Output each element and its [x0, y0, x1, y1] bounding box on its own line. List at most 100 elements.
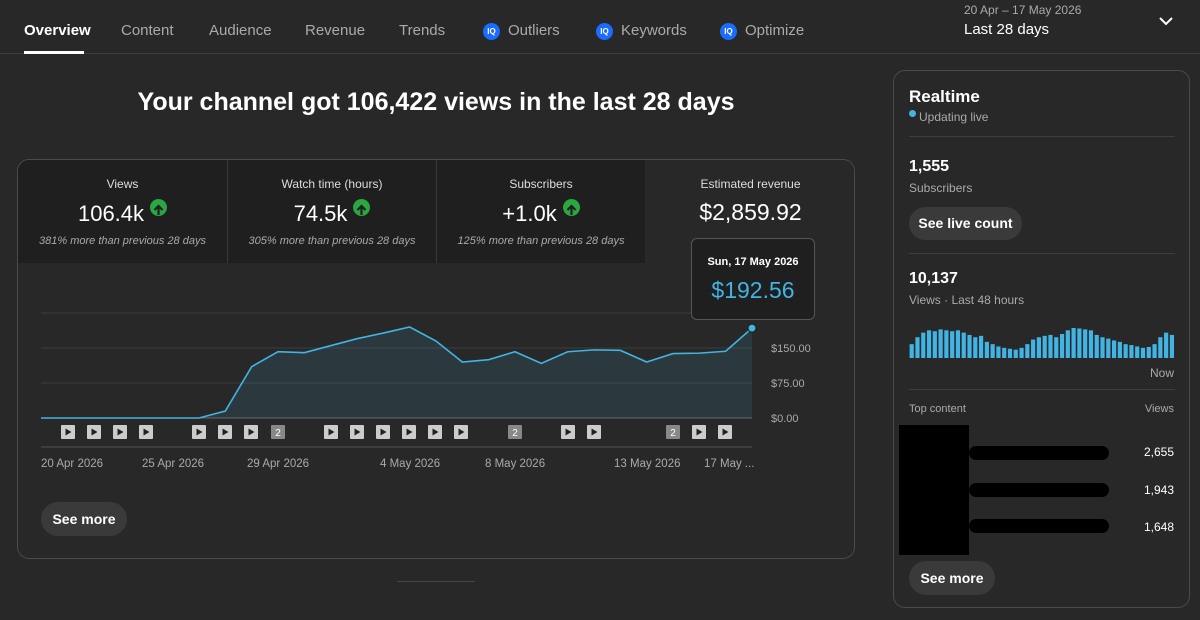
realtime-views-chart[interactable] — [909, 313, 1175, 373]
realtime-bar — [1031, 339, 1036, 358]
tab-keywords-label: Keywords — [621, 22, 687, 39]
realtime-bar — [1088, 330, 1094, 358]
live-dot-icon — [909, 110, 916, 117]
realtime-bar — [1106, 338, 1111, 358]
date-range-label: Last 28 days — [964, 21, 1050, 38]
trend-up-icon — [353, 199, 371, 216]
realtime-bar — [961, 332, 966, 358]
realtime-bar — [1111, 340, 1117, 358]
chevron-down-icon[interactable] — [1157, 12, 1175, 30]
metric-subscribers[interactable]: Subscribers +1.0k 125% more than previou… — [437, 160, 645, 263]
tab-content[interactable]: Content — [121, 22, 174, 39]
realtime-bar — [1054, 337, 1059, 358]
top-content-thumbnails — [899, 425, 969, 555]
tab-outliers[interactable]: IQ Outliers — [483, 22, 560, 40]
active-tab-indicator — [24, 51, 84, 54]
realtime-card: Realtime Updating live 1,555 Subscribers… — [893, 70, 1190, 608]
metric-label: Watch time (hours) — [281, 177, 383, 191]
see-live-count-button[interactable]: See live count — [909, 207, 1022, 240]
x-tick-label: 13 May 2026 — [614, 458, 681, 470]
metric-value: 106.4k — [77, 201, 145, 226]
tab-revenue[interactable]: Revenue — [305, 22, 366, 39]
revenue-chart[interactable]: $0.00 $75.00 $150.00 2 2 2 20 Apr 2026 25 Apr 2… — [18, 263, 855, 559]
marker-count: 2 — [670, 428, 676, 439]
metric-views[interactable]: Views 106.4k 381% more than previous 28 … — [18, 160, 227, 263]
realtime-bar — [926, 330, 932, 358]
realtime-title: Realtime — [909, 87, 980, 106]
x-tick-label: 20 Apr 2026 — [41, 458, 103, 470]
x-tick-label: 8 May 2026 — [485, 458, 545, 470]
realtime-bar — [921, 332, 926, 358]
metric-comparison: 305% more than previous 28 days — [248, 235, 416, 247]
divider — [909, 136, 1175, 137]
metric-value: +1.0k — [502, 201, 557, 226]
vidiq-icon: IQ — [483, 23, 500, 40]
tab-optimize-label: Optimize — [745, 22, 805, 39]
video-group-marker — [508, 425, 522, 439]
marker-count: 2 — [512, 428, 518, 439]
realtime-bar — [1059, 334, 1065, 358]
date-range-picker[interactable]: 20 Apr – 17 May 2026 Last 28 days — [964, 3, 1081, 38]
chart-tooltip: Sun, 17 May 2026 $192.56 — [691, 238, 815, 320]
realtime-bar — [944, 330, 949, 358]
x-tick-label: 25 Apr 2026 — [142, 458, 204, 470]
metric-label: Views — [106, 177, 139, 191]
metric-watch-time[interactable]: Watch time (hours) 74.5k 305% more than … — [228, 160, 436, 263]
tab-trends[interactable]: Trends — [399, 22, 446, 39]
tab-outliers-label: Outliers — [508, 22, 560, 39]
vidiq-icon: IQ — [720, 23, 737, 40]
play-icon — [354, 428, 361, 436]
divider — [909, 253, 1175, 254]
realtime-bar — [915, 337, 920, 358]
play-icon — [65, 428, 72, 436]
play-icon — [432, 428, 439, 436]
realtime-bar — [1036, 337, 1041, 358]
play-icon — [696, 428, 703, 436]
realtime-bar — [932, 331, 937, 358]
realtime-bar — [1042, 335, 1047, 358]
realtime-see-more-button[interactable]: See more — [909, 561, 995, 595]
tab-keywords[interactable]: IQ Keywords — [596, 22, 687, 40]
play-icon — [117, 428, 124, 436]
tooltip-value: $192.56 — [711, 277, 795, 303]
see-more-button[interactable]: See more — [41, 502, 127, 536]
tab-overview[interactable]: Overview — [24, 22, 91, 39]
realtime-bar — [1123, 344, 1128, 358]
metric-label: Subscribers — [509, 177, 573, 191]
metric-value: $2,859.92 — [699, 199, 802, 225]
realtime-bar — [1048, 334, 1053, 358]
realtime-bar — [1117, 341, 1122, 358]
realtime-bar — [1135, 346, 1140, 358]
metric-label: Estimated revenue — [700, 177, 801, 191]
realtime-bar — [996, 346, 1001, 358]
realtime-bar — [1164, 332, 1169, 358]
x-tick-label: 17 May ... — [704, 458, 755, 470]
video-group-marker — [271, 425, 285, 439]
overview-chart-card: Views 106.4k 381% more than previous 28 … — [17, 159, 855, 559]
divider — [436, 160, 437, 263]
realtime-views-label: Views · Last 48 hours — [909, 293, 1025, 307]
trend-up-icon — [150, 199, 168, 216]
realtime-bar — [984, 341, 989, 358]
metric-comparison: 125% more than previous 28 days — [457, 235, 625, 247]
realtime-bar — [909, 344, 914, 358]
play-icon — [248, 428, 255, 436]
play-icon — [722, 428, 729, 436]
redacted-title — [969, 483, 1109, 497]
top-content-views: 1,943 — [1143, 483, 1174, 497]
tab-audience[interactable]: Audience — [209, 22, 272, 39]
play-icon — [196, 428, 203, 436]
divider — [909, 389, 1175, 390]
tab-optimize[interactable]: IQ Optimize — [720, 22, 804, 40]
realtime-subscribers-label: Subscribers — [909, 181, 973, 195]
realtime-bar — [1013, 349, 1018, 358]
realtime-bar — [967, 334, 972, 358]
top-content-views: 1,648 — [1143, 520, 1174, 534]
trend-up-icon — [562, 199, 580, 216]
play-icon — [222, 428, 229, 436]
page-title: Your channel got 106,422 views in the la… — [137, 88, 735, 116]
series-area — [41, 327, 752, 418]
play-icon — [143, 428, 150, 436]
divider — [227, 160, 228, 263]
realtime-bar — [1100, 337, 1105, 358]
